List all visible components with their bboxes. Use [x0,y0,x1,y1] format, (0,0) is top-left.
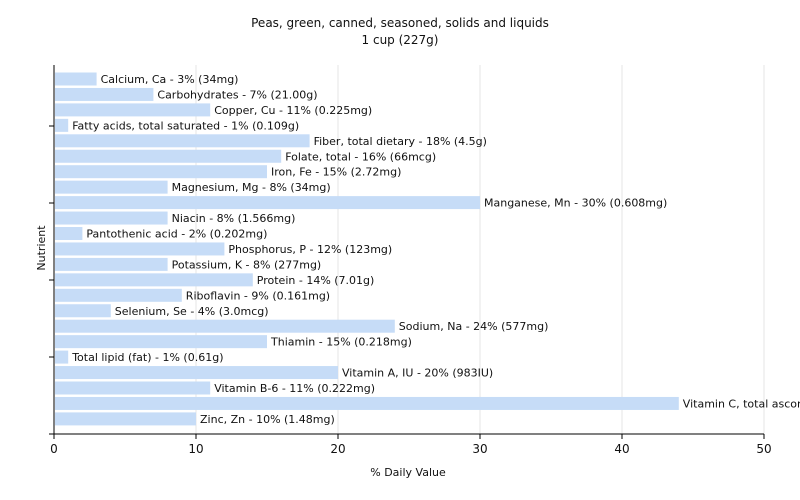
x-tick-labels: 0 10 20 30 40 50 [50,442,771,456]
bar-label: Thiamin - 15% (0.218mg) [270,336,412,349]
bar-label: Manganese, Mn - 30% (0.608mg) [484,197,667,210]
bar-label: Folate, total - 16% (66mcg) [285,150,436,163]
bar [55,350,69,364]
y-axis-title: Nutrient [35,225,48,271]
bar-label: Niacin - 8% (1.566mg) [172,212,296,225]
bar-label: Vitamin C, total ascorbic acid - 44% (26… [683,397,800,410]
bar [55,227,83,240]
x-tick-label: 40 [614,442,629,456]
bar [55,134,310,148]
bar-label: Pantothenic acid - 2% (0.202mg) [86,228,267,241]
bar-labels: Calcium, Ca - 3% (34mg) Carbohydrates - 7… [71,73,800,426]
bar-label: Magnesium, Mg - 8% (34mg) [172,181,331,194]
bar [55,304,111,318]
bar-label: Zinc, Zn - 10% (1.48mg) [200,413,335,426]
bar [55,72,97,86]
x-tick-label: 30 [472,442,487,456]
bar [55,366,338,380]
bar-label: Calcium, Ca - 3% (34mg) [101,73,239,86]
bar [55,412,196,426]
bar-label: Vitamin B-6 - 11% (0.222mg) [214,382,375,395]
bar-label: Riboflavin - 9% (0.161mg) [186,289,330,302]
bar [55,180,168,194]
x-tick-label: 0 [50,442,58,456]
bar-label: Selenium, Se - 4% (3.0mcg) [115,305,269,318]
bar [55,196,480,210]
bar [55,381,211,395]
bar [55,242,225,256]
bar [55,118,69,132]
bar-label: Vitamin A, IU - 20% (983IU) [342,367,493,380]
bars [55,72,679,426]
bar [55,211,168,225]
bar [55,165,267,179]
bar-label: Fatty acids, total saturated - 1% (0.109… [72,119,299,132]
x-tick-label: 20 [330,442,345,456]
chart-title: Peas, green, canned, seasoned, solids an… [251,16,549,30]
chart-subtitle: 1 cup (227g) [362,33,439,47]
bar [55,273,253,287]
bar [55,103,211,117]
bar [55,396,679,410]
bar [55,288,182,302]
x-tick-label: 10 [188,442,203,456]
bar [55,257,168,271]
bar-label: Total lipid (fat) - 1% (0.61g) [71,351,223,364]
x-axis-title: % Daily Value [370,466,446,479]
axes [49,65,765,439]
bar-label: Phosphorus, P - 12% (123mg) [228,243,392,256]
bar-label: Carbohydrates - 7% (21.00g) [157,88,317,101]
bar [55,335,267,349]
bar-label: Fiber, total dietary - 18% (4.5g) [314,135,487,148]
bar-label: Sodium, Na - 24% (577mg) [399,320,549,333]
bar-label: Potassium, K - 8% (277mg) [172,258,322,271]
bar-label: Iron, Fe - 15% (2.72mg) [271,166,401,179]
x-tick-label: 50 [756,442,771,456]
bar [55,319,395,333]
bar-label: Protein - 14% (7.01g) [257,274,375,287]
bar [55,149,282,163]
bar [55,87,154,101]
bar-label: Copper, Cu - 11% (0.225mg) [214,104,372,117]
